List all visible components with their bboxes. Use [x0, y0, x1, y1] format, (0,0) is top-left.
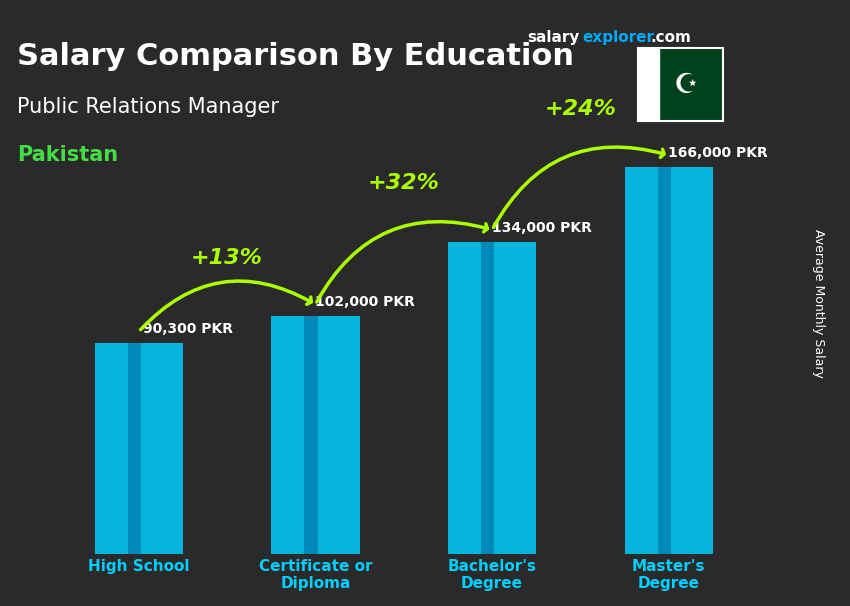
Text: Pakistan: Pakistan [17, 145, 118, 165]
Text: salary: salary [527, 30, 580, 45]
Bar [638, 48, 659, 121]
Text: explorer: explorer [582, 30, 654, 45]
Text: +24%: +24% [545, 99, 616, 119]
Bar [658, 167, 671, 554]
Bar [448, 242, 536, 554]
Text: +13%: +13% [191, 248, 263, 268]
Text: Average Monthly Salary: Average Monthly Salary [812, 228, 824, 378]
Bar [304, 316, 318, 554]
Text: 134,000 PKR: 134,000 PKR [491, 221, 592, 235]
Bar [128, 344, 141, 554]
Bar [625, 167, 713, 554]
Text: 102,000 PKR: 102,000 PKR [315, 295, 415, 309]
Text: 166,000 PKR: 166,000 PKR [668, 146, 768, 160]
Bar [271, 316, 360, 554]
Bar [94, 344, 183, 554]
Text: .com: .com [650, 30, 691, 45]
Text: +32%: +32% [368, 173, 439, 193]
Bar [481, 242, 495, 554]
Text: 90,300 PKR: 90,300 PKR [143, 322, 233, 336]
Text: Salary Comparison By Education: Salary Comparison By Education [17, 42, 574, 72]
Text: Public Relations Manager: Public Relations Manager [17, 97, 279, 117]
Text: ☪: ☪ [674, 71, 699, 99]
